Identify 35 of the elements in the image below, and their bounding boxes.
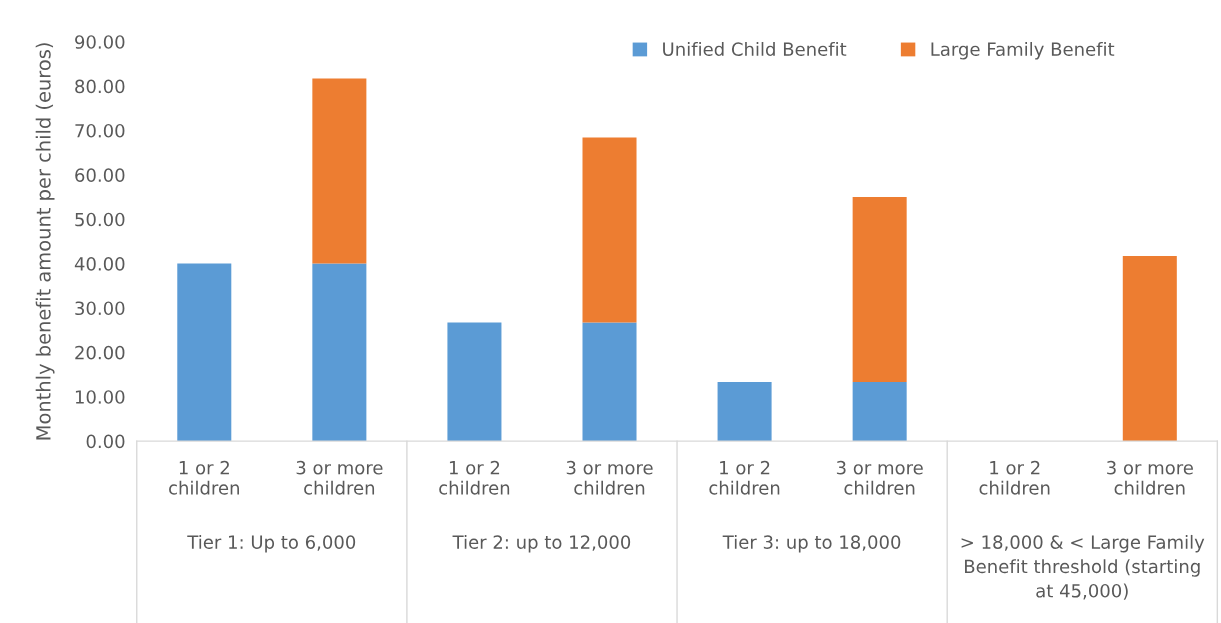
- bar: [177, 263, 232, 442]
- x-tick-label: 3 or more children: [836, 460, 923, 495]
- bar: [447, 322, 502, 442]
- y-axis-title: Monthly benefit amount per child (euros): [35, 43, 55, 440]
- x-tick-label: 1 or 2 children: [979, 460, 1050, 495]
- text: > 18,000 & < Large Family Benefit threshold (starting at 45,000): [961, 534, 1205, 600]
- text: Tier 2: up to 12,000: [452, 534, 631, 553]
- y-tick-label: 80.00: [75, 79, 125, 94]
- bar: [582, 137, 637, 323]
- bar: [582, 322, 637, 442]
- x-tick-label: 3 or more children: [1107, 460, 1193, 495]
- y-tick-label: 60.00: [75, 168, 125, 182]
- y-tick-label: 20.00: [75, 345, 125, 360]
- x-tick-label: 3 or more children: [566, 460, 653, 495]
- y-tick-label: 10.00: [75, 390, 125, 404]
- bar: [852, 382, 907, 442]
- text: Tier 1: Up to 6,000: [187, 534, 356, 553]
- legend-label: Unified Child Benefit: [663, 42, 847, 56]
- x-tick-label: 1 or 2 children: [169, 460, 239, 495]
- y-tick-label: 90.00: [75, 35, 125, 49]
- y-tick-label: 50.00: [75, 212, 125, 227]
- y-tick-label: 30.00: [75, 301, 125, 316]
- x-tick-label: 1 or 2 children: [709, 460, 780, 495]
- bar: [312, 263, 367, 442]
- bar: [1122, 256, 1177, 442]
- bar: [852, 197, 907, 383]
- y-tick-label: 0.00: [86, 434, 125, 449]
- legend-label: Large Family Benefit: [931, 42, 1115, 60]
- x-tick-label: 3 or more children: [296, 460, 383, 495]
- bar: [312, 78, 367, 264]
- bar: [717, 382, 772, 442]
- x-tick-label: 1 or 2 children: [439, 460, 510, 495]
- text: Tier 3: up to 18,000: [722, 534, 901, 553]
- y-tick-label: 70.00: [75, 123, 125, 138]
- y-tick-label: 40.00: [74, 257, 125, 271]
